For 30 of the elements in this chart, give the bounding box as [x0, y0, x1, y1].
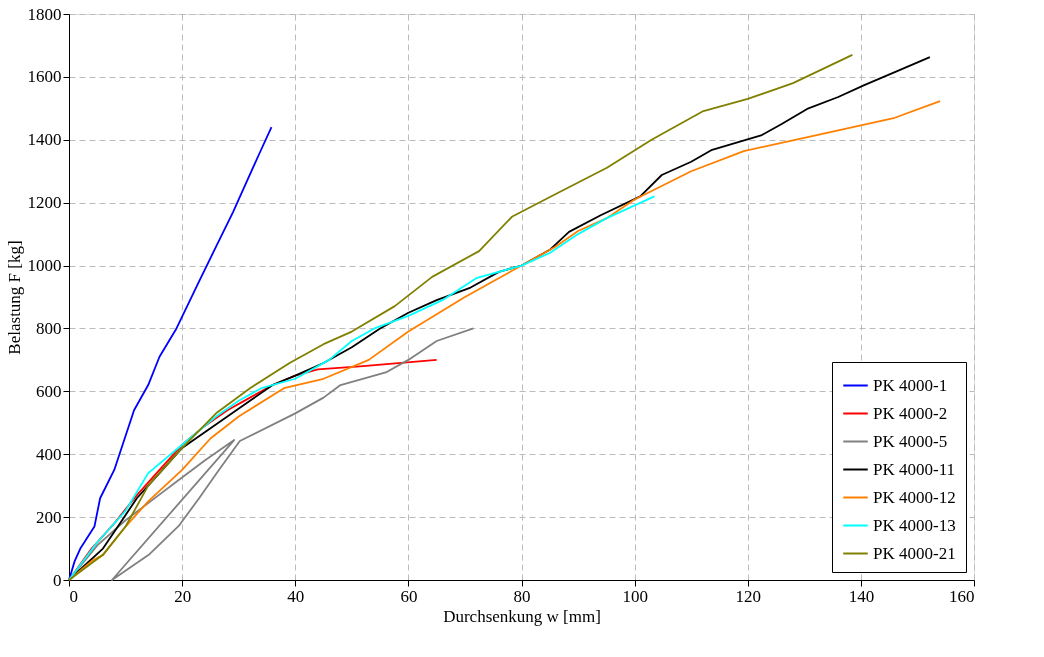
line-series [68, 126, 273, 581]
x-tick-label: 80 [513, 586, 531, 606]
x-axis-title: Durchsenkung w [mm] [443, 606, 601, 626]
y-tick-label: 0 [53, 570, 62, 590]
y-tick-label: 800 [36, 318, 62, 338]
y-tick-label: 600 [36, 381, 62, 401]
y-tick-label: 1200 [27, 193, 62, 213]
y-tick-label: 1800 [27, 4, 62, 24]
y-tick-label: 200 [36, 507, 62, 527]
x-tick-label: 0 [69, 586, 78, 606]
x-tick-label: 20 [174, 586, 192, 606]
y-tick-label: 1000 [27, 256, 62, 276]
legend-label: PK 4000-12 [873, 487, 956, 507]
y-tick-label: 400 [36, 444, 62, 464]
legend-label: PK 4000-2 [873, 403, 948, 423]
y-tick-label: 1600 [27, 67, 62, 87]
legend-label: PK 4000-11 [873, 459, 956, 479]
legend-label: PK 4000-13 [873, 515, 956, 535]
legend-label: PK 4000-5 [873, 431, 948, 451]
x-tick-label: 60 [400, 586, 418, 606]
x-tick-label: 40 [287, 586, 305, 606]
x-tick-label: 160 [949, 586, 975, 606]
line-series [68, 195, 656, 581]
y-tick-label: 1400 [27, 130, 62, 150]
x-tick-label: 140 [848, 586, 875, 606]
y-axis-title: Belastung F [kg] [4, 240, 24, 355]
legend-label: PK 4000-21 [873, 543, 956, 563]
x-tick-label: 100 [622, 586, 648, 606]
legend-label: PK 4000-1 [873, 375, 948, 395]
x-tick-label: 120 [735, 586, 761, 606]
